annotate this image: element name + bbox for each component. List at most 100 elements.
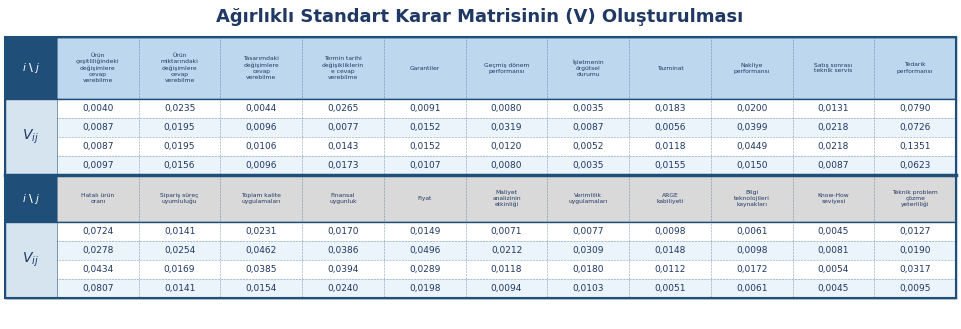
Bar xyxy=(629,37,711,99)
Bar xyxy=(302,175,383,222)
Bar xyxy=(629,137,711,156)
Bar xyxy=(220,137,302,156)
Text: 0,0183: 0,0183 xyxy=(654,104,686,113)
Text: 0,0091: 0,0091 xyxy=(409,104,440,113)
Bar xyxy=(138,99,220,118)
Bar xyxy=(57,175,138,222)
Text: 0,0169: 0,0169 xyxy=(163,265,195,274)
Text: 0,0107: 0,0107 xyxy=(409,161,440,170)
Text: Ürün
miktarındaki
değişimlere
cevap
verebilme: Ürün miktarındaki değişimlere cevap vere… xyxy=(160,53,199,83)
Bar xyxy=(711,99,793,118)
Bar xyxy=(793,118,875,137)
Text: 0,0087: 0,0087 xyxy=(818,161,850,170)
Text: 0,0386: 0,0386 xyxy=(328,246,358,255)
Bar xyxy=(302,222,383,241)
Bar xyxy=(302,99,383,118)
Text: 0,0198: 0,0198 xyxy=(409,284,440,293)
Bar xyxy=(383,241,466,260)
Text: 0,0071: 0,0071 xyxy=(491,227,522,236)
Bar xyxy=(466,279,548,298)
Text: 0,0231: 0,0231 xyxy=(246,227,277,236)
Text: 0,0154: 0,0154 xyxy=(246,284,277,293)
Text: 0,0278: 0,0278 xyxy=(83,246,113,255)
Text: Ürün
çeşitliliğindeki
değişimlere
cevap
verebilme: Ürün çeşitliliğindeki değişimlere cevap … xyxy=(76,53,120,83)
Text: 0,0118: 0,0118 xyxy=(491,265,522,274)
Text: 0,0077: 0,0077 xyxy=(573,227,604,236)
Text: 0,0080: 0,0080 xyxy=(491,104,522,113)
Bar xyxy=(5,175,956,222)
Text: 0,0141: 0,0141 xyxy=(164,284,195,293)
Text: 0,0045: 0,0045 xyxy=(818,284,850,293)
Text: $i$ \ $j$: $i$ \ $j$ xyxy=(21,61,40,75)
Bar xyxy=(138,175,220,222)
Bar xyxy=(383,118,466,137)
Text: 0,0496: 0,0496 xyxy=(409,246,440,255)
Text: Tedarik
performansı: Tedarik performansı xyxy=(897,63,933,73)
Bar xyxy=(383,222,466,241)
Bar xyxy=(629,156,711,175)
Bar xyxy=(138,279,220,298)
Bar xyxy=(793,222,875,241)
Bar xyxy=(711,118,793,137)
Text: 0,0056: 0,0056 xyxy=(654,123,686,132)
Bar xyxy=(57,222,138,241)
Text: Geçmiş dönem
performansı: Geçmiş dönem performansı xyxy=(483,63,530,73)
Bar xyxy=(57,99,138,118)
Bar xyxy=(138,156,220,175)
Bar xyxy=(548,279,629,298)
Bar xyxy=(793,137,875,156)
Bar xyxy=(466,156,548,175)
Text: 0,0726: 0,0726 xyxy=(899,123,931,132)
Bar xyxy=(466,222,548,241)
Text: 0,0309: 0,0309 xyxy=(573,246,604,255)
Text: 0,0449: 0,0449 xyxy=(736,142,767,151)
Text: 0,0195: 0,0195 xyxy=(163,142,195,151)
Text: 0,0081: 0,0081 xyxy=(818,246,850,255)
Text: 0,0045: 0,0045 xyxy=(818,227,850,236)
Text: $V_{ij}$: $V_{ij}$ xyxy=(21,251,38,269)
Text: $V_{ij}$: $V_{ij}$ xyxy=(21,128,38,146)
Bar xyxy=(711,222,793,241)
Text: 0,0173: 0,0173 xyxy=(328,161,358,170)
Text: ARGE
kabiliyeti: ARGE kabiliyeti xyxy=(656,193,683,204)
Bar xyxy=(629,222,711,241)
Text: 0,0724: 0,0724 xyxy=(83,227,113,236)
Bar xyxy=(302,118,383,137)
Bar xyxy=(138,137,220,156)
Bar xyxy=(793,241,875,260)
Bar xyxy=(5,37,956,298)
Text: 0,0106: 0,0106 xyxy=(246,142,277,151)
Text: Tasarımdaki
değişimlere
cevap
verebilme: Tasarımdaki değişimlere cevap verebilme xyxy=(243,56,280,80)
Bar xyxy=(220,99,302,118)
Bar xyxy=(5,175,57,222)
Bar xyxy=(629,99,711,118)
Bar xyxy=(5,99,956,175)
Text: Sipariş süreç
uyumluluğu: Sipariş süreç uyumluluğu xyxy=(160,193,199,204)
Text: Satış sonrası
teknik servis: Satış sonrası teknik servis xyxy=(814,63,852,73)
Bar xyxy=(5,37,57,99)
Bar xyxy=(629,118,711,137)
Bar xyxy=(875,99,956,118)
Text: 0,0240: 0,0240 xyxy=(328,284,358,293)
Text: 0,0054: 0,0054 xyxy=(818,265,850,274)
Bar xyxy=(466,175,548,222)
Text: 0,0131: 0,0131 xyxy=(818,104,850,113)
Bar xyxy=(220,260,302,279)
Text: 0,0623: 0,0623 xyxy=(899,161,931,170)
Bar xyxy=(629,241,711,260)
Text: Termin tarihi
değişikliklerin
e cevap
verebilme: Termin tarihi değişikliklerin e cevap ve… xyxy=(322,56,364,80)
Bar xyxy=(548,175,629,222)
Bar xyxy=(875,156,956,175)
Text: 0,0148: 0,0148 xyxy=(654,246,685,255)
Bar xyxy=(138,260,220,279)
Text: 0,0180: 0,0180 xyxy=(573,265,604,274)
Text: 0,0035: 0,0035 xyxy=(573,161,604,170)
Bar xyxy=(302,37,383,99)
Bar xyxy=(793,175,875,222)
Text: 0,0317: 0,0317 xyxy=(899,265,931,274)
Bar xyxy=(5,222,57,298)
Text: 0,0141: 0,0141 xyxy=(164,227,195,236)
Bar xyxy=(57,37,138,99)
Bar xyxy=(220,156,302,175)
Text: 0,0394: 0,0394 xyxy=(328,265,358,274)
